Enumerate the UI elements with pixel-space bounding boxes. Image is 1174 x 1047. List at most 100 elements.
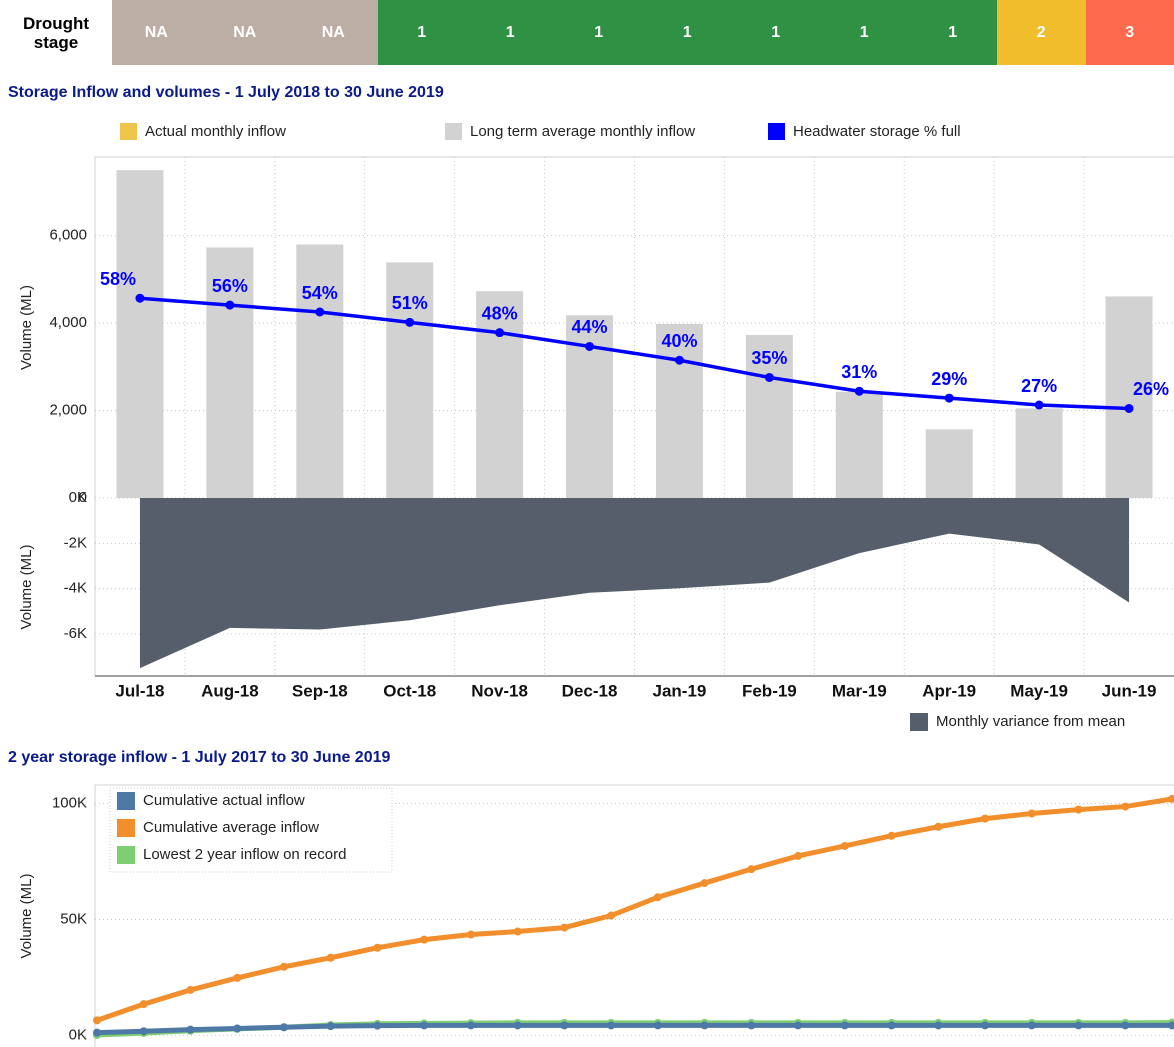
point bbox=[560, 923, 569, 932]
point bbox=[420, 1021, 429, 1030]
point bbox=[1027, 1021, 1036, 1030]
x-tick-label: Mar-19 bbox=[832, 681, 887, 700]
y-axis-label: Volume (ML) bbox=[18, 285, 35, 370]
drought-stage-cell: 1 bbox=[466, 0, 555, 65]
bar bbox=[116, 170, 164, 498]
point bbox=[513, 927, 522, 936]
legend-box bbox=[109, 787, 393, 873]
x-tick-label: Oct-18 bbox=[383, 681, 436, 700]
point bbox=[585, 341, 595, 351]
x-tick-label: Nov-18 bbox=[471, 681, 528, 700]
point bbox=[700, 1021, 709, 1030]
data-label: 56% bbox=[212, 276, 248, 296]
point bbox=[135, 293, 145, 303]
y-tick-label: 4,000 bbox=[49, 314, 87, 331]
data-label: 44% bbox=[572, 317, 608, 337]
point bbox=[225, 300, 235, 310]
drought-stage-cell: 3 bbox=[1085, 0, 1174, 65]
point bbox=[1168, 794, 1174, 803]
line bbox=[96, 1022, 1172, 1036]
line bbox=[139, 296, 1130, 411]
point bbox=[139, 1000, 148, 1009]
drought-stage-cell: 1 bbox=[643, 0, 732, 65]
drought-stage-cell: 1 bbox=[908, 0, 997, 65]
point bbox=[840, 1021, 849, 1030]
drought-stage-cell: NA bbox=[289, 0, 378, 65]
legend-label: Monthly variance from mean bbox=[936, 713, 1125, 730]
x-tick-label: Sep-18 bbox=[292, 681, 348, 700]
point bbox=[764, 372, 774, 382]
point bbox=[315, 307, 325, 317]
x-tick-label: Dec-18 bbox=[562, 681, 618, 700]
y-tick-label: 0 bbox=[79, 489, 87, 506]
point bbox=[674, 355, 684, 365]
bar bbox=[1015, 408, 1063, 498]
point bbox=[1124, 403, 1134, 413]
point bbox=[326, 953, 335, 962]
point bbox=[1121, 802, 1130, 811]
drought-stage-label: Drought stage bbox=[22, 13, 90, 52]
x-tick-label: Jun-19 bbox=[1102, 681, 1157, 700]
data-label: 40% bbox=[661, 331, 697, 351]
point bbox=[934, 1021, 943, 1030]
data-label: 58% bbox=[100, 269, 136, 289]
drought-stage-strip: Drought stage NA NA NA 1 1 1 1 1 1 1 2 3 bbox=[0, 0, 1174, 65]
y-tick-label: -4K bbox=[64, 580, 87, 597]
point bbox=[840, 841, 849, 850]
bar bbox=[835, 391, 883, 498]
y-tick-label: -6K bbox=[64, 625, 87, 642]
chart-title: 2 year storage inflow - 1 July 2017 to 3… bbox=[8, 749, 391, 766]
point bbox=[495, 328, 505, 338]
x-tick-label: Jul-18 bbox=[115, 681, 164, 700]
legend-swatch bbox=[120, 123, 137, 140]
x-tick-label: Aug-18 bbox=[201, 681, 259, 700]
point bbox=[466, 930, 475, 939]
legend-swatch bbox=[910, 713, 928, 731]
point bbox=[233, 1024, 242, 1033]
point bbox=[420, 935, 429, 944]
point bbox=[279, 962, 288, 971]
point bbox=[794, 1021, 803, 1030]
drought-stage-cell: 1 bbox=[554, 0, 643, 65]
point bbox=[607, 1021, 616, 1030]
point bbox=[887, 1021, 896, 1030]
bar bbox=[925, 429, 973, 498]
legend-swatch bbox=[117, 819, 135, 837]
y-tick-label: 100K bbox=[52, 795, 87, 812]
point bbox=[887, 831, 896, 840]
point bbox=[326, 1022, 335, 1031]
data-label: 54% bbox=[302, 283, 338, 303]
point bbox=[747, 865, 756, 874]
data-label: 27% bbox=[1021, 376, 1057, 396]
y-tick-label: -2K bbox=[64, 534, 87, 551]
point bbox=[560, 1021, 569, 1030]
point bbox=[981, 814, 990, 823]
chart-title: Storage Inflow and volumes - 1 July 2018… bbox=[8, 84, 444, 101]
y-tick-label: 0K bbox=[69, 489, 87, 506]
data-label: 31% bbox=[841, 362, 877, 382]
point bbox=[1074, 805, 1083, 814]
line bbox=[96, 796, 1173, 1023]
drought-stage-cell: NA bbox=[200, 0, 289, 65]
point bbox=[700, 879, 709, 888]
bar bbox=[655, 324, 703, 498]
y-axis-label: Volume (ML) bbox=[18, 544, 35, 629]
bar bbox=[476, 291, 524, 498]
x-tick-label: Apr-19 bbox=[922, 681, 976, 700]
point bbox=[747, 1021, 756, 1030]
point bbox=[373, 1021, 382, 1030]
area bbox=[139, 498, 1130, 669]
point bbox=[405, 317, 415, 327]
point bbox=[1121, 1021, 1130, 1030]
point bbox=[944, 393, 954, 403]
point bbox=[1168, 1021, 1174, 1030]
point bbox=[794, 851, 803, 860]
point bbox=[1034, 400, 1044, 410]
legend-swatch bbox=[445, 123, 462, 140]
data-label: 51% bbox=[392, 293, 428, 313]
point bbox=[1074, 1021, 1083, 1030]
legend-label: Headwater storage % full bbox=[793, 123, 961, 140]
legend-label: Lowest 2 year inflow on record bbox=[143, 846, 346, 863]
